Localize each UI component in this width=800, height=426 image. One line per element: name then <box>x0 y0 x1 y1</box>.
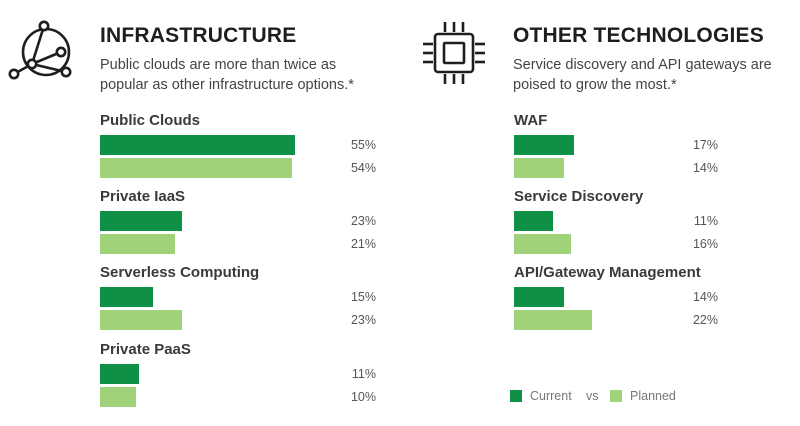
infrastructure-panel: INFRASTRUCTURE Public clouds are more th… <box>8 20 376 407</box>
value-label: 21% <box>350 237 376 251</box>
value-label: 23% <box>350 313 376 327</box>
bar-groups: WAF 17% 14% Service Discovery 11% 16% API/Gate… <box>412 0 800 426</box>
bar-planned <box>514 234 571 254</box>
bar-current <box>514 287 564 307</box>
subtitle-line: popular as other infrastructure options.… <box>100 77 354 93</box>
value-label: 15% <box>350 290 376 304</box>
bar-planned <box>100 234 175 254</box>
bar-planned <box>100 310 182 330</box>
legend-label-planned: Planned <box>630 389 676 403</box>
chart-title: OTHER TECHNOLOGIES <box>513 24 764 47</box>
legend-swatch-current <box>510 390 522 402</box>
value-label: 17% <box>692 138 718 152</box>
chart-subtitle: Service discovery and API gateways are p… <box>513 55 772 95</box>
chart-subtitle: Public clouds are more than twice as pop… <box>100 55 354 95</box>
legend-swatch-planned <box>610 390 622 402</box>
value-label: 14% <box>692 161 718 175</box>
value-label: 14% <box>692 290 718 304</box>
bar-planned <box>514 158 564 178</box>
subtitle-line: poised to grow the most.* <box>513 77 677 93</box>
value-label: 54% <box>350 161 376 175</box>
other-technologies-panel: OTHER TECHNOLOGIES Service discovery and… <box>412 0 800 426</box>
bar-current <box>514 211 553 231</box>
network-globe-icon <box>8 20 72 80</box>
value-label: 11% <box>351 367 376 381</box>
subtitle-line: Service discovery and API gateways are <box>513 57 772 73</box>
category-label: Serverless Computing <box>100 264 260 281</box>
bar-groups: Public Clouds 55% 54% Private IaaS 23% 21% Ser… <box>100 112 376 407</box>
legend-label-current: Current <box>530 389 572 403</box>
value-label: 16% <box>692 237 718 251</box>
category-label: Private PaaS <box>100 341 191 358</box>
value-label: 55% <box>350 138 376 152</box>
category-label: Private IaaS <box>100 188 186 205</box>
category-label: API/Gateway Management <box>514 264 701 281</box>
value-label: 22% <box>692 313 718 327</box>
chart-title: INFRASTRUCTURE <box>100 24 297 47</box>
bar-current <box>100 211 182 231</box>
bar-current <box>100 287 153 307</box>
legend-separator: vs <box>586 389 599 403</box>
cpu-chip-icon <box>423 22 485 84</box>
bar-planned <box>100 158 292 178</box>
bar-current <box>514 135 574 155</box>
bar-planned <box>514 310 592 330</box>
value-label: 10% <box>350 390 376 404</box>
category-label: Service Discovery <box>514 188 644 205</box>
category-label: Public Clouds <box>100 112 201 129</box>
category-label: WAF <box>514 112 548 129</box>
subtitle-line: Public clouds are more than twice as <box>100 57 337 73</box>
bar-current <box>100 135 295 155</box>
bar-planned <box>100 387 136 407</box>
value-label: 11% <box>693 214 718 228</box>
bar-current <box>100 364 139 384</box>
value-label: 23% <box>350 214 376 228</box>
